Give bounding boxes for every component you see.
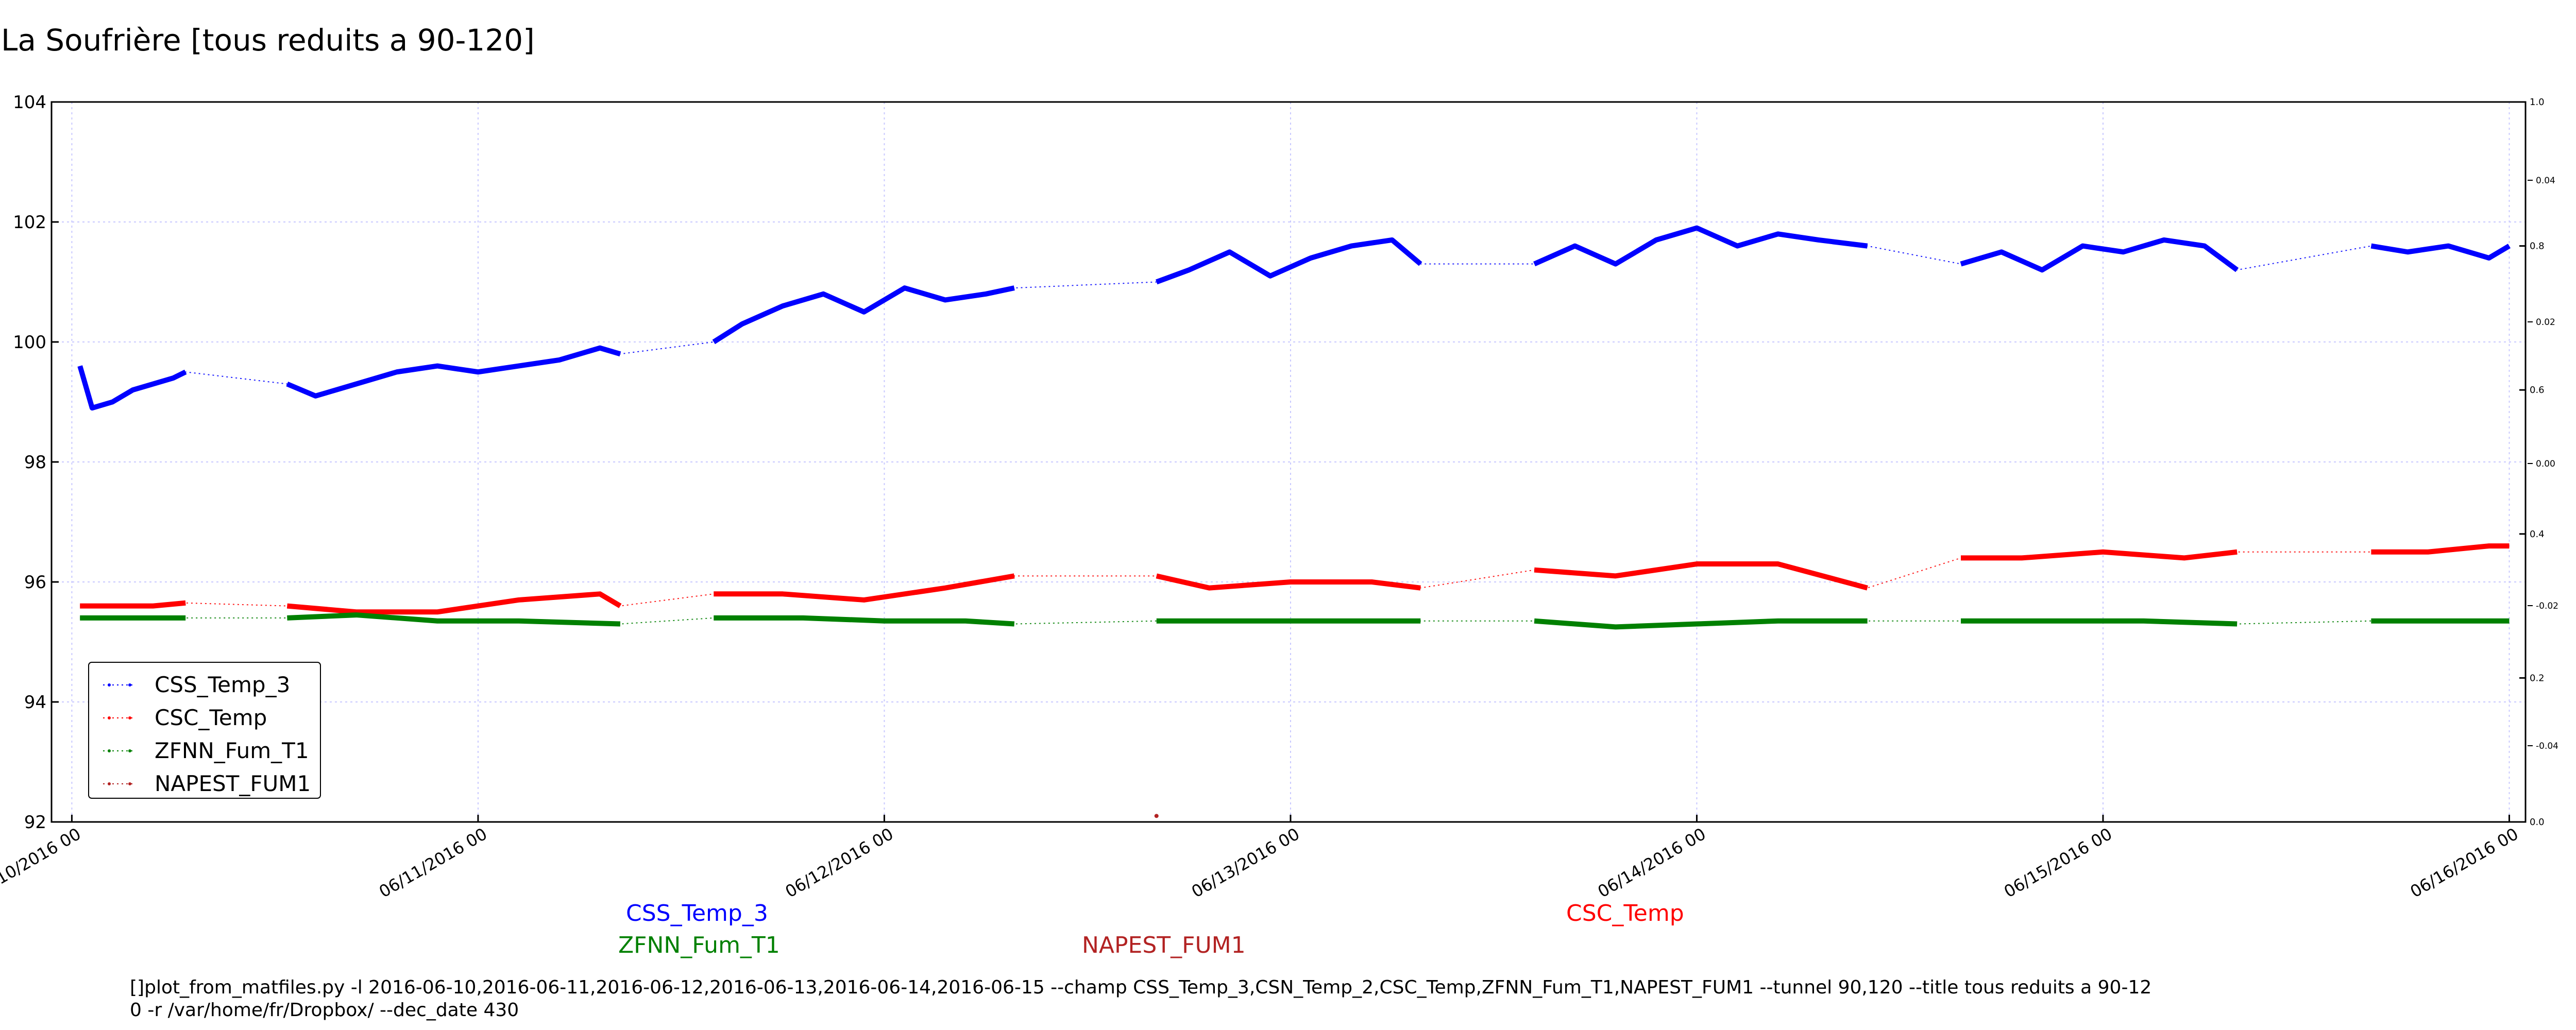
right-tick-label: 1.0 (2530, 97, 2545, 108)
inner-tick-label: 0.04 (2536, 176, 2555, 186)
y-tick-label: 96 (24, 572, 46, 593)
legend-marker-napest-fum1 (128, 782, 131, 785)
right-tick-label: 0.4 (2530, 529, 2545, 540)
y-tick-label: 92 (24, 812, 46, 833)
series-zfnn-fum-t1-segment (714, 615, 1015, 627)
legend-marker-css-temp-3 (108, 683, 111, 686)
x-tick-label: 06/12/2016 00 (782, 824, 897, 902)
legend-label-css-temp-3: CSS_Temp_3 (155, 672, 290, 697)
series-css-temp-3-segment (712, 285, 1015, 345)
x-tick-label: 06/13/2016 00 (1188, 824, 1303, 902)
x-tick-label: 06/10/2016 00 (0, 824, 84, 902)
bottom-label-css: CSS_Temp_3 (626, 900, 768, 926)
y-tick-label: 102 (13, 212, 46, 233)
series-napest-fum1-point (1154, 814, 1159, 818)
series-css-temp-3-segment (77, 365, 187, 411)
x-axis: 06/10/2016 00 06/11/2016 00 06/12/2016 00 0… (0, 815, 2521, 902)
series-css-temp-3-segment (1533, 225, 1868, 267)
legend-label-zfnn-fum-t1: ZFNN_Fum_T1 (155, 738, 309, 763)
inner-tick-label: -0.02 (2536, 601, 2558, 611)
right-tick-label: 0.0 (2530, 817, 2545, 828)
legend-marker-zfnn-fum-t1 (108, 749, 111, 752)
legend-marker-zfnn-fum-t1 (128, 749, 131, 752)
y-axis: 92 94 96 98 100 102 104 (13, 92, 59, 833)
x-tick-label: 06/15/2016 00 (2001, 824, 2115, 902)
legend-label-napest-fum1: NAPEST_FUM1 (155, 771, 311, 796)
series-csc-temp-segment (80, 600, 186, 609)
inner-tick-label: 0.02 (2536, 317, 2555, 328)
y-tick-label: 100 (13, 332, 46, 353)
chart-title: La Soufrière [tous reduits a 90-120] (1, 23, 535, 58)
series-csc-temp-segment (1534, 561, 1868, 591)
series-csc-temp-segment (286, 591, 622, 615)
series-css-temp-3-connector (79, 227, 2510, 409)
legend-marker-css-temp-3 (128, 683, 131, 686)
y-tick-label: 94 (24, 692, 46, 713)
series-csc-temp-segment (1960, 549, 2238, 561)
legend-marker-napest-fum1 (108, 782, 111, 785)
right-tick-label: 0.2 (2530, 673, 2545, 683)
right-tick-label: 0.8 (2530, 241, 2545, 252)
series-csc-temp-segment (714, 573, 1015, 603)
bottom-label-napest: NAPEST_FUM1 (1082, 932, 1246, 958)
legend-marker-csc-temp (128, 716, 131, 719)
command-line: []plot_from_matfiles.py -l 2016-06-10,20… (130, 977, 2152, 1021)
x-tick-label: 06/14/2016 00 (1595, 824, 1709, 902)
y-tick-label: 98 (24, 452, 46, 473)
y-tick-label: 104 (13, 92, 46, 113)
series-css-temp-3-segment (2370, 243, 2511, 261)
series-css-temp-3-segment (1156, 237, 1422, 285)
bottom-label-csc: CSC_Temp (1566, 900, 1684, 926)
series-csc-temp-segment (1156, 573, 1421, 591)
legend-box (88, 662, 321, 799)
bottom-label-zfnn: ZFNN_Fum_T1 (618, 932, 780, 958)
chart-grid (52, 101, 2526, 822)
chart-series (77, 225, 2511, 818)
series-zfnn-fum-t1-segment (287, 612, 621, 627)
legend-marker-csc-temp (108, 716, 111, 719)
right-tick-label: 0.6 (2530, 385, 2545, 396)
inner-tick-label: -0.04 (2536, 741, 2558, 751)
x-tick-label: 06/16/2016 00 (2407, 824, 2522, 902)
series-zfnn-fum-t1-segment (1534, 618, 1868, 630)
series-csc-temp-segment (2371, 543, 2510, 555)
legend: CSS_Temp_3 CSC_Temp ZFNN_Fum_T1 NAPEST_FUM1 (88, 662, 321, 799)
legend-label-csc-temp: CSC_Temp (155, 705, 267, 730)
inner-tick-label: 0.00 (2536, 459, 2555, 469)
series-zfnn-fum-t1-segment (1960, 618, 2238, 627)
series-css-temp-3-segment (1960, 237, 2239, 273)
x-tick-label: 06/11/2016 00 (376, 824, 490, 902)
series-css-temp-3-segment (286, 345, 621, 399)
right-axis: 0.0 0.2 0.4 0.6 0.8 1.0 -0.04 -0.02 0.00 0.02 0.04 (2519, 97, 2558, 828)
